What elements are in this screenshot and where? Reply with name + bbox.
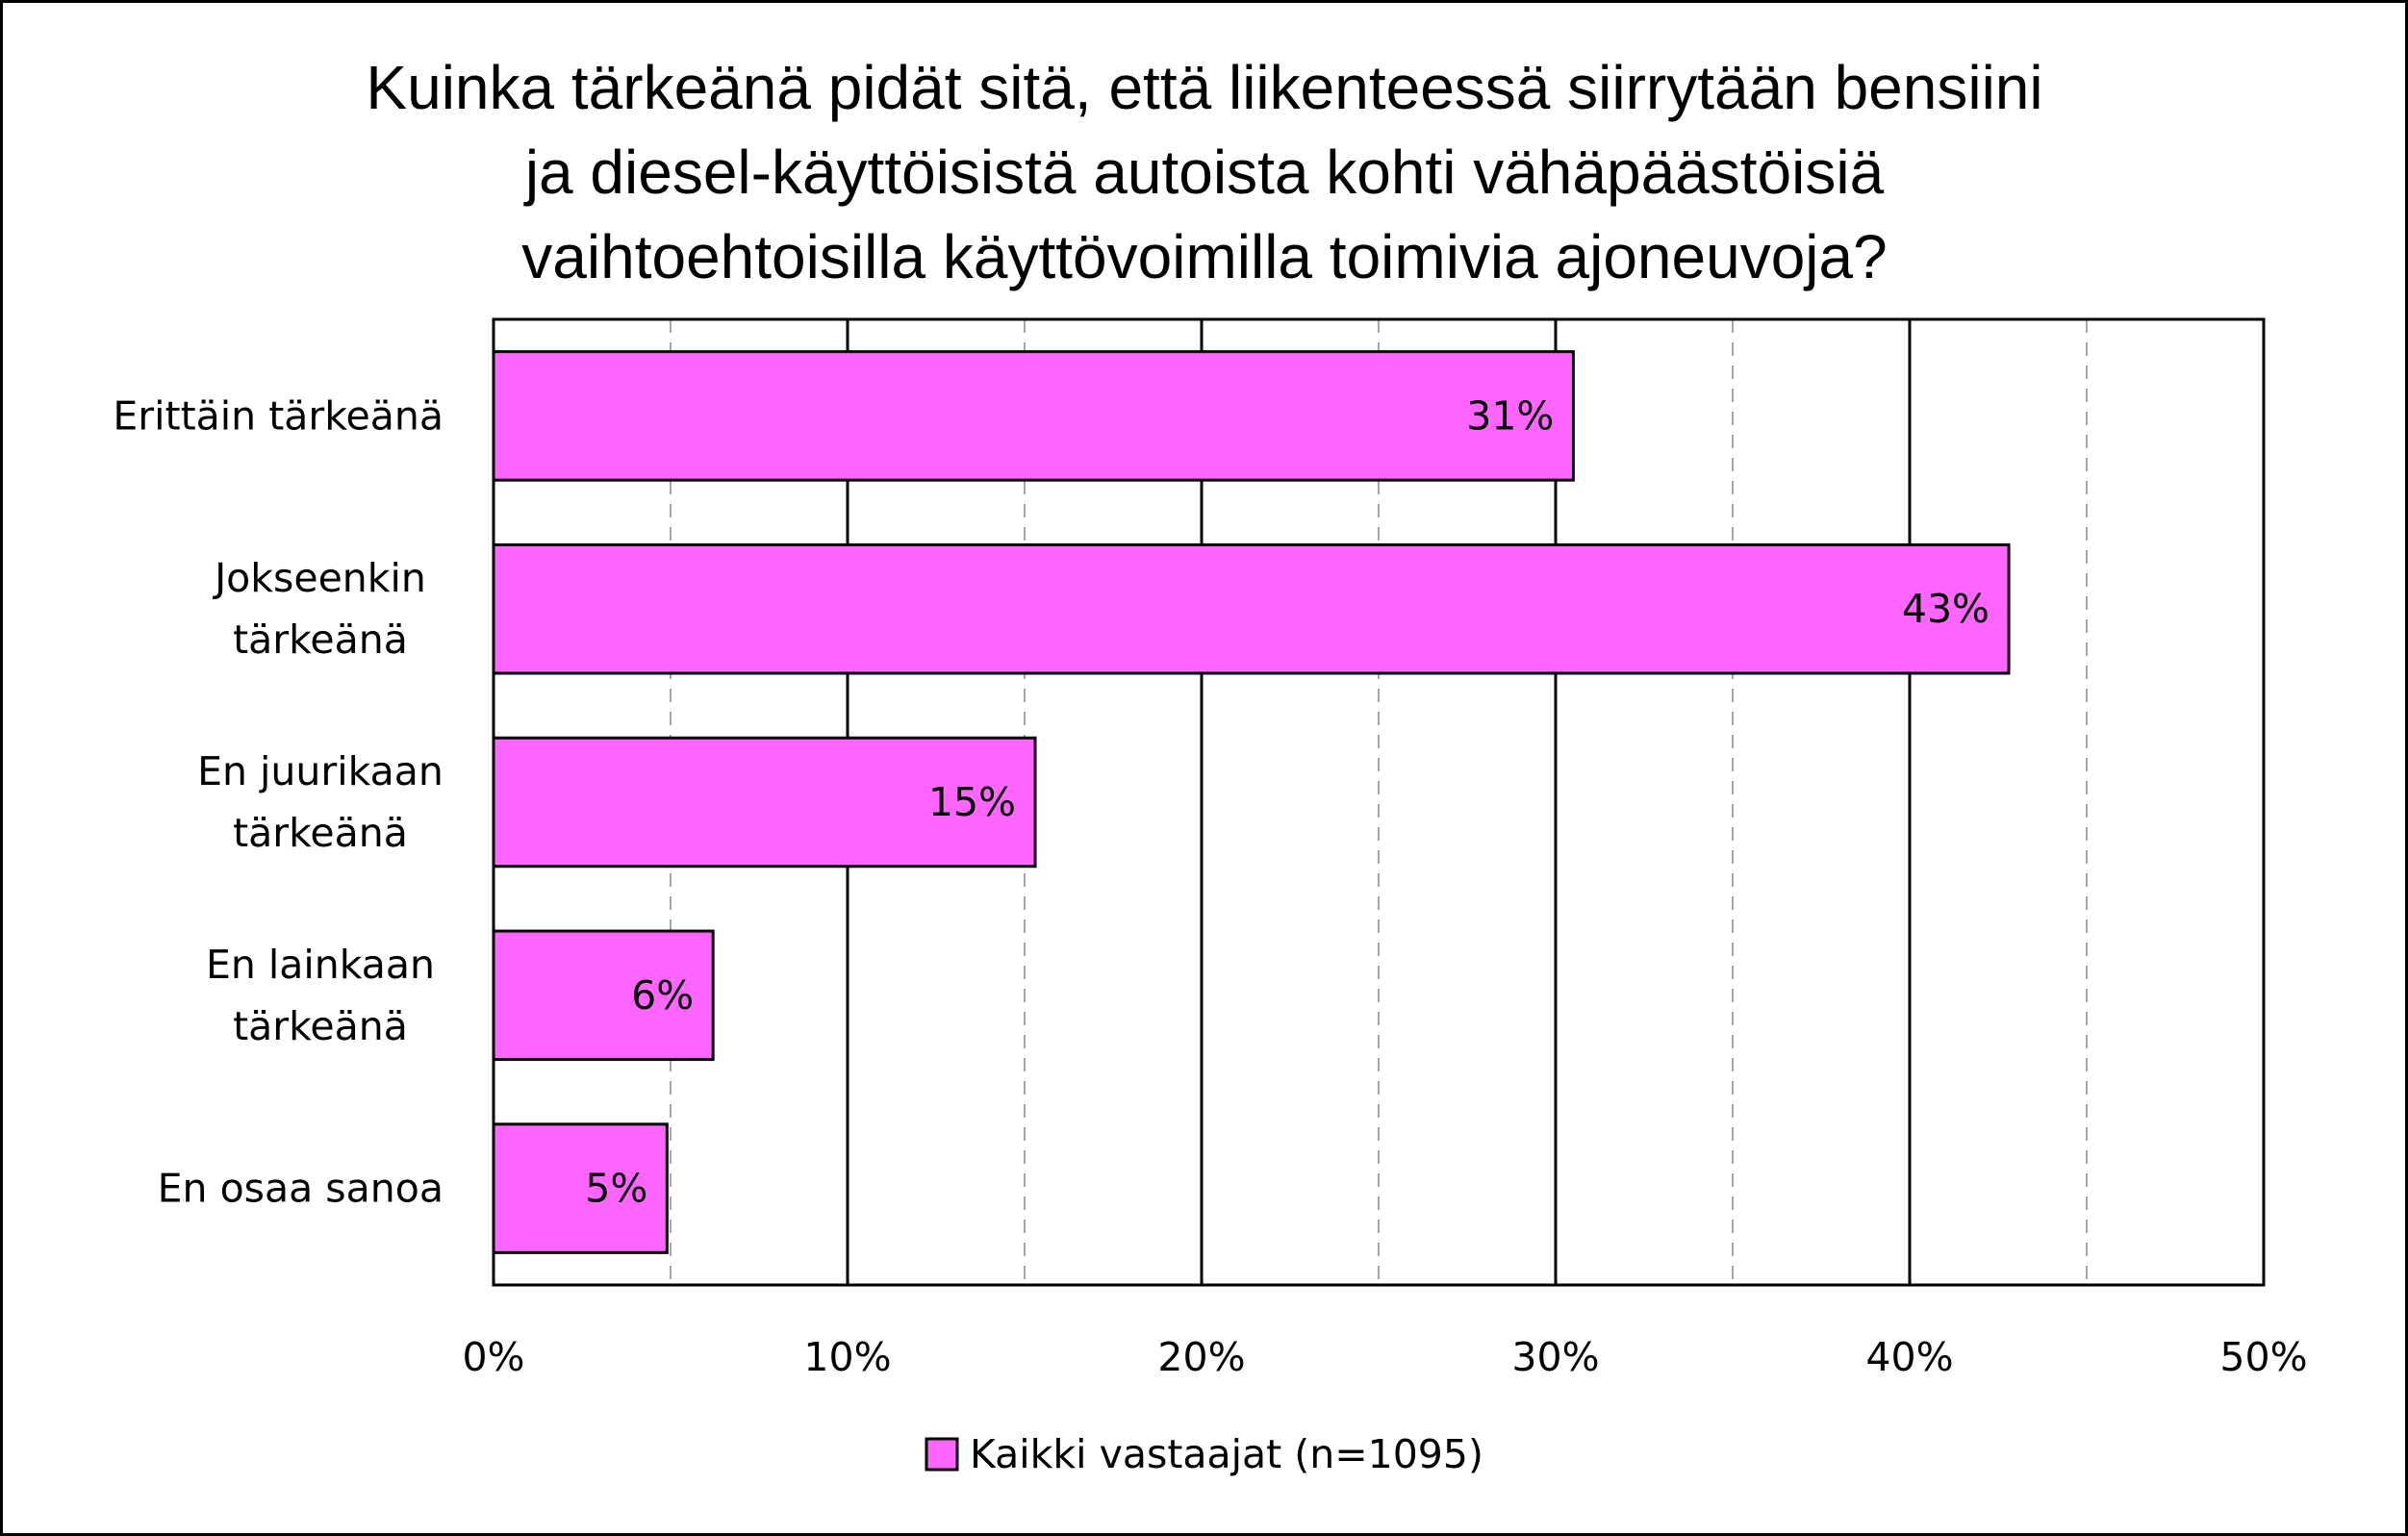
chart-title-line: Kuinka tärkeänä pidät sitä, että liikent…	[366, 53, 2042, 122]
x-tick-label: 50%	[2219, 1334, 2307, 1380]
category-label: En juurikaan	[197, 748, 444, 794]
bar-data-label: 31%	[1466, 392, 1554, 439]
x-tick-label: 30%	[1511, 1334, 1599, 1380]
bar	[492, 929, 715, 1062]
chart-title-line: vaihtoehtoisilla käyttövoimilla toimivia…	[521, 222, 1887, 291]
bar	[492, 350, 1575, 482]
x-tick-label: 40%	[1865, 1334, 1953, 1380]
bar-data-label: 5%	[585, 1166, 647, 1212]
x-tick-label: 20%	[1157, 1334, 1245, 1380]
category-label: tärkeänä	[233, 617, 408, 663]
data-labels: 31% 43% 15% 6% 5%	[585, 392, 1990, 1211]
chart-title: Kuinka tärkeänä pidät sitä, että liikent…	[366, 53, 2042, 291]
bar-data-label: 15%	[928, 779, 1016, 825]
category-label: Erittäin tärkeänä	[113, 392, 444, 439]
bar-chart: Kuinka tärkeänä pidät sitä, että liikent…	[113, 53, 2307, 1477]
category-label: En osaa sanoa	[158, 1166, 444, 1212]
bars	[492, 350, 2011, 1254]
x-tick-label: 10%	[803, 1334, 891, 1380]
x-axis-tick-labels: 0% 10% 20% 30% 40% 50%	[462, 1334, 2307, 1380]
category-label: tärkeänä	[233, 1003, 408, 1049]
bar	[492, 736, 1037, 869]
bar	[492, 1122, 669, 1254]
bar-data-label: 43%	[1902, 586, 1990, 632]
legend-label: Kaikki vastaajat (n=1095)	[970, 1431, 1483, 1477]
chart-title-line: ja diesel-käyttöisistä autoista kohti vä…	[523, 138, 1885, 207]
legend-swatch	[925, 1437, 959, 1472]
bar-data-label: 6%	[631, 972, 694, 1019]
category-label: tärkeänä	[233, 810, 408, 856]
x-tick-label: 0%	[462, 1334, 524, 1380]
bar	[492, 542, 2011, 675]
category-labels: Erittäin tärkeänä Jokseenkin tärkeänä En ju…	[113, 392, 444, 1211]
legend: Kaikki vastaajat (n=1095)	[925, 1431, 1483, 1477]
category-label: Jokseenkin	[212, 555, 426, 601]
category-label: En lainkaan	[206, 942, 435, 988]
